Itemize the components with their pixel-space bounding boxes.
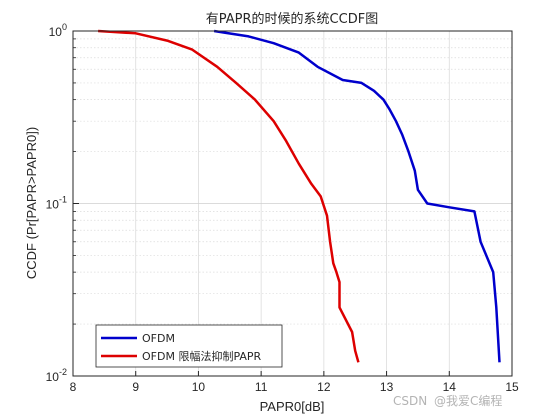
series-line-0	[213, 29, 501, 363]
watermark-author: @我爱C编程	[434, 393, 502, 408]
series-group	[98, 29, 501, 363]
x-tick-label: 13	[380, 380, 394, 394]
legend-label-clipped: OFDM 限幅法抑制PAPR	[142, 349, 262, 363]
x-tick-label: 15	[505, 380, 519, 394]
x-tick-label: 8	[70, 380, 77, 394]
x-tick-label: 9	[132, 380, 139, 394]
y-axis-title: CCDF (Pr[PAPR>PAPR0])	[24, 127, 39, 279]
watermark-csdn: CSDN	[393, 394, 427, 408]
watermark: CSDN @我爱C编程	[393, 393, 502, 408]
x-tick-label: 10	[192, 380, 206, 394]
x-tick-label: 14	[443, 380, 457, 394]
y-tick-label: 10-2	[46, 367, 67, 384]
chart-title: 有PAPR的时候的系统CCDF图	[206, 11, 378, 27]
legend-label-ofdm: OFDM	[142, 332, 175, 345]
x-axis-title: PAPR0[dB]	[260, 399, 325, 414]
legend: OFDM OFDM 限幅法抑制PAPR	[95, 324, 283, 368]
y-tick-label: 100	[49, 22, 67, 39]
legend-box	[95, 324, 283, 368]
x-tick-label: 11	[255, 380, 268, 394]
grid	[73, 31, 512, 376]
y-tick-label: 10-1	[46, 195, 67, 212]
x-tick-label: 12	[317, 380, 331, 394]
axis-ticks: 8 9 10 11 12 13 14 15 100 10-1 10-2	[46, 22, 519, 394]
series-line-1	[98, 29, 360, 363]
